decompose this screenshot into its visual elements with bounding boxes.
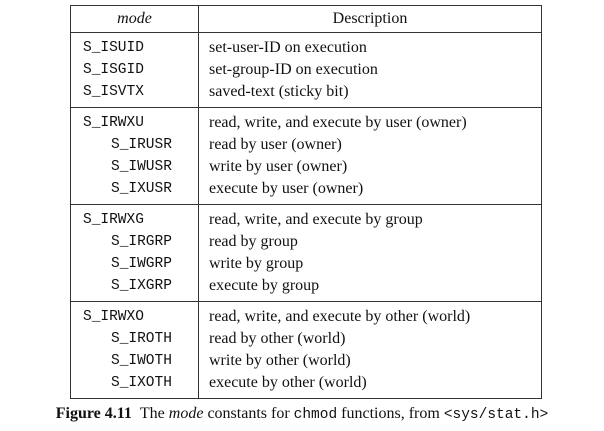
description-column: read, write, and execute by group read by…: [199, 205, 541, 301]
constant-description: read by user (owner): [209, 136, 342, 153]
constant-description: read by group: [209, 233, 298, 250]
description-column: read, write, and execute by user (owner)…: [199, 108, 541, 204]
mode-constant: S_IWOTH: [111, 353, 172, 369]
constant-description: set-user-ID on execution: [209, 39, 367, 56]
constant-description: write by other (world): [209, 352, 351, 369]
mode-constant: S_IRWXU: [83, 115, 144, 131]
constant-column: S_IRWXU S_IRUSR S_IWUSR S_IXUSR: [71, 108, 199, 204]
mode-constants-table: mode Description S_ISUID S_ISGID S_ISVTX se…: [70, 5, 542, 399]
mode-constant: S_IXOTH: [111, 375, 172, 391]
mode-constant: S_IRGRP: [111, 234, 172, 250]
constant-description: read, write, and execute by group: [209, 211, 423, 228]
mode-constant: S_ISUID: [83, 40, 144, 56]
constant-description: execute by group: [209, 277, 320, 294]
constant-description: write by user (owner): [209, 158, 348, 175]
constant-description: execute by user (owner): [209, 180, 364, 197]
mode-constant: S_IXUSR: [111, 181, 172, 197]
caption-code: chmod: [293, 407, 338, 423]
caption-italic: mode: [168, 405, 204, 422]
mode-constant: S_IWUSR: [111, 159, 172, 175]
table-group: S_IRWXG S_IRGRP S_IWGRP S_IXGRP read, write,…: [71, 205, 541, 302]
figure-label: Figure 4.11: [55, 405, 132, 422]
figure-caption: Figure 4.11 The mode constants for chmod …: [0, 405, 604, 423]
table-group: S_IRWXU S_IRUSR S_IWUSR S_IXUSR read, write,…: [71, 108, 541, 205]
constant-column: S_ISUID S_ISGID S_ISVTX: [71, 33, 199, 107]
caption-text: The: [139, 405, 169, 422]
mode-constant: S_IRWXG: [83, 212, 144, 228]
constant-column: S_IRWXO S_IROTH S_IWOTH S_IXOTH: [71, 302, 199, 398]
mode-constant: S_ISGID: [83, 62, 144, 78]
table-group: S_IRWXO S_IROTH S_IWOTH S_IXOTH read, write,…: [71, 302, 541, 398]
constant-description: read, write, and execute by user (owner): [209, 114, 467, 131]
constant-description: set-group-ID on execution: [209, 61, 378, 78]
table-body: S_ISUID S_ISGID S_ISVTX set-user-ID on exec…: [71, 33, 541, 398]
constant-column: S_IRWXG S_IRGRP S_IWGRP S_IXGRP: [71, 205, 199, 301]
caption-text: functions, from: [337, 405, 444, 422]
header-mode: mode: [71, 6, 199, 32]
mode-constant: S_IXGRP: [111, 278, 172, 294]
table-header: mode Description: [71, 6, 541, 33]
constant-description: write by group: [209, 255, 304, 272]
table-group: S_ISUID S_ISGID S_ISVTX set-user-ID on exec…: [71, 33, 541, 108]
mode-constant: S_IRUSR: [111, 137, 172, 153]
header-description: Description: [332, 10, 408, 27]
mode-constant: S_IWGRP: [111, 256, 172, 272]
constant-description: read by other (world): [209, 330, 346, 347]
caption-code: <sys/stat.h>: [443, 407, 549, 423]
description-column: set-user-ID on execution set-group-ID on …: [199, 33, 541, 107]
mode-constant: S_ISVTX: [83, 84, 144, 100]
description-column: read, write, and execute by other (world…: [199, 302, 541, 398]
constant-description: saved-text (sticky bit): [209, 83, 349, 100]
mode-constant: S_IROTH: [111, 331, 172, 347]
constant-description: read, write, and execute by other (world…: [209, 308, 471, 325]
constant-description: execute by other (world): [209, 374, 367, 391]
mode-constant: S_IRWXO: [83, 309, 144, 325]
caption-text: constants for: [203, 405, 294, 422]
